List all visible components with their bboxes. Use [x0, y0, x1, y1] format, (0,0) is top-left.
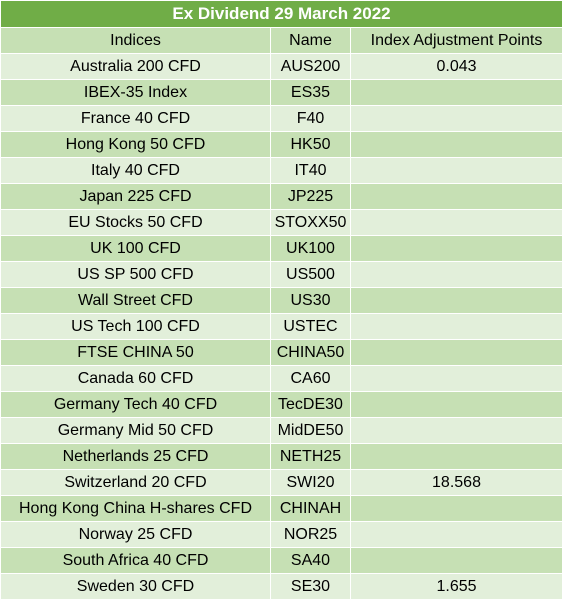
table-row: France 40 CFD F40	[0, 105, 562, 132]
cell-name: US30	[270, 287, 351, 314]
cell-adjustment-points: 1.655	[350, 573, 562, 600]
table-row: Canada 60 CFD CA60	[0, 365, 562, 392]
table-row: Germany Mid 50 CFD MidDE50	[0, 417, 562, 444]
cell-index: FTSE CHINA 50	[0, 339, 271, 366]
cell-index: Switzerland 20 CFD	[0, 469, 271, 496]
cell-adjustment-points	[350, 339, 562, 366]
cell-index: Canada 60 CFD	[0, 365, 271, 392]
cell-adjustment-points	[350, 235, 562, 262]
cell-adjustment-points	[350, 105, 562, 132]
table-row: Wall Street CFD US30	[0, 287, 562, 314]
table-row: Germany Tech 40 CFD TecDE30	[0, 391, 562, 418]
cell-index: EU Stocks 50 CFD	[0, 209, 271, 236]
cell-index: South Africa 40 CFD	[0, 547, 271, 574]
cell-adjustment-points	[350, 157, 562, 184]
cell-name: NETH25	[270, 443, 351, 470]
table-row: Italy 40 CFD IT40	[0, 157, 562, 184]
cell-name: HK50	[270, 131, 351, 158]
cell-name: SE30	[270, 573, 351, 600]
cell-name: ES35	[270, 79, 351, 106]
cell-adjustment-points	[350, 79, 562, 106]
cell-index: Netherlands 25 CFD	[0, 443, 271, 470]
table-row: EU Stocks 50 CFD STOXX50	[0, 209, 562, 236]
cell-adjustment-points	[350, 443, 562, 470]
cell-adjustment-points	[350, 261, 562, 288]
cell-name: F40	[270, 105, 351, 132]
cell-index: US Tech 100 CFD	[0, 313, 271, 340]
cell-name: TecDE30	[270, 391, 351, 418]
table-row: UK 100 CFD UK100	[0, 235, 562, 262]
cell-index: Japan 225 CFD	[0, 183, 271, 210]
cell-name: STOXX50	[270, 209, 351, 236]
cell-adjustment-points: 18.568	[350, 469, 562, 496]
cell-adjustment-points	[350, 183, 562, 210]
table-row: South Africa 40 CFD SA40	[0, 547, 562, 574]
cell-index: IBEX-35 Index	[0, 79, 271, 106]
table-row: Japan 225 CFD JP225	[0, 183, 562, 210]
cell-name: NOR25	[270, 521, 351, 548]
cell-name: CHINA50	[270, 339, 351, 366]
table-row: Norway 25 CFD NOR25	[0, 521, 562, 548]
cell-index: Australia 200 CFD	[0, 53, 271, 80]
cell-name: CHINAH	[270, 495, 351, 522]
cell-index: UK 100 CFD	[0, 235, 271, 262]
cell-index: Sweden 30 CFD	[0, 573, 271, 600]
header-row: Indices Name Index Adjustment Points	[0, 27, 562, 54]
cell-adjustment-points	[350, 521, 562, 548]
cell-adjustment-points	[350, 209, 562, 236]
table-row: IBEX-35 Index ES35	[0, 79, 562, 106]
cell-adjustment-points	[350, 417, 562, 444]
table-row: Hong Kong China H-shares CFD CHINAH	[0, 495, 562, 522]
cell-index: Germany Mid 50 CFD	[0, 417, 271, 444]
cell-name: CA60	[270, 365, 351, 392]
table-row: Hong Kong 50 CFD HK50	[0, 131, 562, 158]
cell-adjustment-points	[350, 391, 562, 418]
cell-adjustment-points	[350, 313, 562, 340]
cell-adjustment-points	[350, 495, 562, 522]
table-row: Sweden 30 CFD SE30 1.655	[0, 573, 562, 600]
cell-index: France 40 CFD	[0, 105, 271, 132]
table-row: US Tech 100 CFD USTEC	[0, 313, 562, 340]
table-row: FTSE CHINA 50 CHINA50	[0, 339, 562, 366]
cell-index: Hong Kong China H-shares CFD	[0, 495, 271, 522]
cell-index: Germany Tech 40 CFD	[0, 391, 271, 418]
table-row: Australia 200 CFD AUS200 0.043	[0, 53, 562, 80]
table-title: Ex Dividend 29 March 2022	[0, 0, 562, 28]
cell-index: Hong Kong 50 CFD	[0, 131, 271, 158]
cell-adjustment-points	[350, 131, 562, 158]
cell-adjustment-points	[350, 365, 562, 392]
cell-index: Wall Street CFD	[0, 287, 271, 314]
cell-adjustment-points: 0.043	[350, 53, 562, 80]
header-name: Name	[270, 27, 351, 54]
table-row: Switzerland 20 CFD SWI20 18.568	[0, 469, 562, 496]
cell-name: SA40	[270, 547, 351, 574]
cell-name: USTEC	[270, 313, 351, 340]
title-row: Ex Dividend 29 March 2022	[0, 0, 562, 28]
cell-name: AUS200	[270, 53, 351, 80]
cell-index: Norway 25 CFD	[0, 521, 271, 548]
cell-adjustment-points	[350, 547, 562, 574]
cell-name: SWI20	[270, 469, 351, 496]
cell-index: Italy 40 CFD	[0, 157, 271, 184]
header-adjustment-points: Index Adjustment Points	[350, 27, 562, 54]
cell-name: MidDE50	[270, 417, 351, 444]
cell-name: UK100	[270, 235, 351, 262]
cell-adjustment-points	[350, 287, 562, 314]
cell-name: US500	[270, 261, 351, 288]
cell-name: JP225	[270, 183, 351, 210]
cell-name: IT40	[270, 157, 351, 184]
header-indices: Indices	[0, 27, 271, 54]
table-row: US SP 500 CFD US500	[0, 261, 562, 288]
table-row: Netherlands 25 CFD NETH25	[0, 443, 562, 470]
cell-index: US SP 500 CFD	[0, 261, 271, 288]
